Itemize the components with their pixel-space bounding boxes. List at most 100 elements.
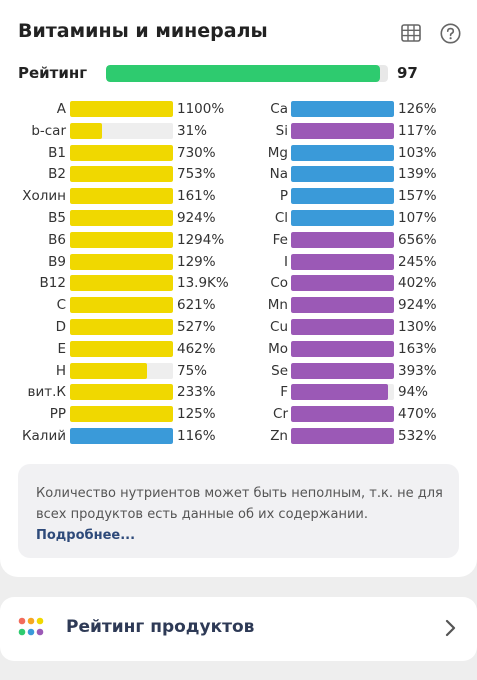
- nutrient-percent: 393%: [398, 362, 437, 379]
- nutrient-row: B1 730%: [0, 143, 240, 165]
- nutrient-bar-fill: [70, 384, 173, 401]
- help-circle-icon[interactable]: [439, 22, 461, 44]
- nutrient-percent: 117%: [398, 122, 437, 139]
- nutrient-row: Холин 161%: [0, 186, 240, 208]
- nutrient-percent: 129%: [177, 253, 216, 270]
- nutrient-percent: 532%: [398, 427, 437, 444]
- nutrient-row: Cu 130%: [220, 317, 460, 339]
- rating-bar: [106, 65, 388, 82]
- nutrient-name: H: [55, 362, 66, 379]
- nutrient-name: Cr: [273, 406, 288, 423]
- nutrient-row: Co 402%: [220, 273, 460, 295]
- nutrient-percent: 107%: [398, 209, 437, 226]
- nutrient-bar: [70, 427, 173, 444]
- rating-label: Рейтинг: [18, 64, 88, 82]
- nutrient-row: Калий 116%: [0, 426, 240, 448]
- nutrient-bar-fill: [291, 275, 394, 292]
- nutrient-percent: 470%: [398, 406, 437, 423]
- nutrient-name: P: [279, 188, 288, 205]
- nutrient-name: Na: [269, 166, 288, 183]
- nutrient-percent: 31%: [177, 122, 208, 139]
- nutrient-percent: 161%: [177, 188, 216, 205]
- nutrient-bar: [291, 318, 394, 335]
- nutrient-row: I 245%: [220, 252, 460, 274]
- nutrient-bar: [70, 166, 173, 183]
- nutrient-row: Si 117%: [220, 121, 460, 143]
- nutrient-bar: [291, 209, 394, 226]
- nutrient-percent: 157%: [398, 188, 437, 205]
- nutrient-bar-fill: [70, 122, 102, 139]
- nutrient-bar: [70, 122, 173, 139]
- nutrient-percent: 245%: [398, 253, 437, 270]
- nutrient-row: Mn 924%: [220, 295, 460, 317]
- nutrient-bar: [70, 101, 173, 117]
- nutrient-bar: [70, 297, 173, 314]
- vitamins-minerals-card: Витамины и минералы Рейтинг 97 A 1100% b-c…: [0, 0, 477, 577]
- nutrient-percent: 13.9K%: [177, 275, 229, 292]
- nutrient-name: Холин: [22, 188, 66, 205]
- nutrient-name: B1: [48, 144, 66, 161]
- nutrient-bar-fill: [291, 318, 394, 335]
- nutrient-bar-fill: [291, 406, 394, 423]
- nutrient-bar-fill: [291, 101, 394, 117]
- info-note: Количество нутриентов может быть неполны…: [18, 464, 459, 558]
- nutrient-name: B5: [48, 209, 66, 226]
- nutrient-percent: 621%: [177, 297, 216, 314]
- products-rating-item[interactable]: Рейтинг продуктов: [0, 597, 477, 661]
- nutrient-bar: [291, 144, 394, 161]
- nutrient-bar: [70, 188, 173, 205]
- nutrient-percent: 125%: [177, 406, 216, 423]
- nutrient-bar-fill: [70, 275, 173, 292]
- nutrient-bar: [291, 253, 394, 270]
- rating-value: 97: [397, 64, 418, 82]
- nutrient-bar-fill: [291, 340, 394, 357]
- nutrient-row: Cl 107%: [220, 208, 460, 230]
- nutrient-bar-fill: [70, 362, 148, 379]
- nutrient-row: B5 924%: [0, 208, 240, 230]
- more-link[interactable]: Подробнее...: [36, 528, 136, 543]
- nutrient-bar-fill: [291, 231, 394, 248]
- nutrient-percent: 233%: [177, 384, 216, 401]
- nutrient-bar: [291, 101, 394, 117]
- nutrient-bar: [70, 231, 173, 248]
- nutrient-row: B12 13.9K%: [0, 273, 240, 295]
- chevron-right-icon: [445, 619, 456, 637]
- nutrient-name: F: [280, 384, 288, 401]
- nutrient-name: Si: [275, 122, 288, 139]
- table-icon[interactable]: [400, 22, 422, 44]
- nutrient-name: I: [284, 253, 288, 270]
- nutrient-name: вит.К: [27, 384, 66, 401]
- nutrient-bar: [291, 231, 394, 248]
- nutrient-bar: [291, 188, 394, 205]
- nutrient-name: Co: [270, 275, 288, 292]
- card-title: Витамины и минералы: [18, 20, 268, 42]
- nutrient-percent: 163%: [398, 340, 437, 357]
- nutrient-name: Ca: [270, 101, 288, 117]
- nutrient-percent: 462%: [177, 340, 216, 357]
- nutrient-bar-fill: [70, 209, 173, 226]
- nutrient-bar: [291, 297, 394, 314]
- nutrient-bar-fill: [291, 144, 394, 161]
- nutrient-name: Zn: [270, 427, 288, 444]
- nutrient-bar-fill: [291, 427, 394, 444]
- nutrient-row: C 621%: [0, 295, 240, 317]
- nutrient-bar-fill: [291, 166, 394, 183]
- nutrient-name: Mn: [267, 297, 288, 314]
- nutrient-name: B12: [39, 275, 66, 292]
- nutrient-row: Ca 126%: [220, 99, 460, 121]
- nutrient-bar: [291, 122, 394, 139]
- nutrient-name: E: [57, 340, 66, 357]
- nutrient-name: A: [56, 101, 66, 117]
- colored-dots-icon: [18, 617, 44, 636]
- nutrient-bar: [70, 209, 173, 226]
- nutrient-bar: [291, 362, 394, 379]
- nutrient-row: PP 125%: [0, 404, 240, 426]
- nutrient-bar: [70, 362, 173, 379]
- nutrient-row: B6 1294%: [0, 230, 240, 252]
- nutrient-name: B9: [48, 253, 66, 270]
- nutrient-percent: 924%: [398, 297, 437, 314]
- nutrient-bar: [70, 340, 173, 357]
- nutrient-name: Mg: [267, 144, 288, 161]
- nutrient-row: E 462%: [0, 339, 240, 361]
- nutrient-percent: 1294%: [177, 231, 225, 248]
